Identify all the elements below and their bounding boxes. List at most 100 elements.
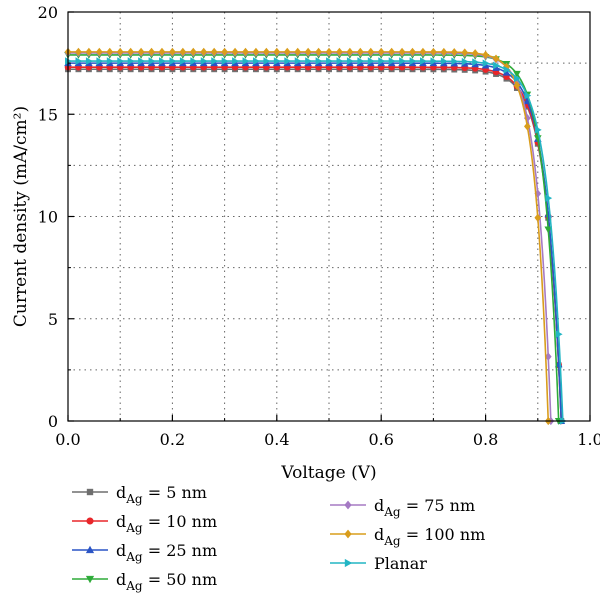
data-point	[555, 330, 563, 339]
data-point	[211, 57, 219, 65]
data-point	[75, 47, 82, 56]
y-tick-label: 20	[38, 3, 58, 22]
legend-label-rest: = 75 nm	[401, 496, 476, 515]
legend-label-sub: Ag	[125, 492, 143, 506]
data-point	[326, 57, 333, 65]
x-tick-label: 1.0	[577, 430, 600, 449]
series-line	[68, 62, 563, 422]
data-point	[158, 47, 166, 56]
data-point	[409, 57, 417, 65]
data-point	[85, 47, 93, 56]
y-tick-label: 10	[38, 208, 58, 227]
data-point	[378, 57, 386, 65]
data-point	[503, 65, 511, 74]
data-point	[461, 57, 469, 66]
series-5	[64, 47, 552, 426]
data-point	[221, 57, 229, 65]
legend-label: dAg = 5 nm	[116, 483, 207, 506]
data-point	[86, 517, 94, 525]
data-point	[524, 91, 532, 100]
x-tick-label: 0.2	[160, 430, 185, 449]
data-point	[315, 47, 322, 56]
data-point	[106, 47, 114, 56]
data-point	[367, 57, 375, 65]
data-point	[534, 213, 542, 222]
data-point	[513, 74, 521, 83]
legend-label: dAg = 25 nm	[116, 541, 217, 564]
legend-label-sub: Ag	[125, 579, 143, 593]
data-point	[545, 194, 553, 202]
data-point	[252, 47, 260, 56]
data-point	[420, 57, 427, 65]
y-tick-label: 0	[48, 412, 58, 431]
data-point	[377, 47, 385, 56]
data-point	[138, 57, 145, 65]
data-point	[252, 57, 260, 65]
axis-ticks: 0.0 0.2 0.4 0.6 0.8 1.0 0 5 10 15 20	[38, 3, 600, 449]
data-point	[304, 47, 312, 56]
legend-label: dAg = 50 nm	[116, 570, 217, 593]
data-point	[440, 57, 448, 66]
legend-label-main: d	[374, 525, 384, 544]
data-point	[482, 59, 490, 68]
data-point	[344, 558, 353, 568]
data-point	[471, 49, 479, 58]
data-point	[263, 47, 270, 56]
data-point	[190, 57, 198, 65]
data-point	[85, 57, 93, 65]
legend-item: dAg = 10 nm	[72, 512, 217, 535]
data-point	[315, 57, 323, 65]
legend-label-sub: Ag	[383, 505, 401, 519]
data-point	[179, 47, 187, 56]
legend-item: dAg = 100 nm	[330, 525, 485, 548]
data-point	[482, 50, 489, 60]
data-point	[210, 47, 218, 56]
data-point	[451, 57, 459, 66]
data-point	[127, 47, 134, 56]
data-point	[116, 47, 124, 56]
legend-label-sub: Ag	[125, 550, 143, 564]
data-point	[388, 47, 395, 56]
data-point	[284, 57, 292, 65]
data-point	[534, 126, 542, 134]
data-point	[106, 57, 114, 65]
legend-label-rest: = 5 nm	[143, 483, 207, 502]
data-point	[242, 47, 249, 56]
legend-label: dAg = 75 nm	[374, 496, 475, 519]
y-axis-label: Current density (mA/cm²)	[11, 106, 31, 327]
legend-label-main: d	[116, 541, 126, 560]
x-tick-label: 0.4	[264, 430, 289, 449]
y-tick-label: 15	[38, 105, 58, 124]
data-point	[127, 57, 135, 65]
data-point	[336, 57, 344, 65]
data-point	[344, 529, 352, 539]
data-point	[524, 122, 531, 131]
data-point	[461, 48, 469, 57]
data-point	[544, 226, 553, 234]
data-point	[388, 57, 396, 65]
x-tick-label: 0.6	[368, 430, 393, 449]
data-point	[221, 47, 228, 56]
legend-label: dAg = 10 nm	[116, 512, 217, 535]
data-point	[398, 47, 406, 56]
data-point	[513, 70, 521, 78]
data-point	[200, 47, 208, 56]
y-tick-label: 5	[48, 310, 58, 329]
data-point	[232, 57, 239, 65]
data-point	[137, 47, 145, 56]
data-point	[325, 47, 333, 56]
data-point	[294, 47, 302, 56]
series-line	[68, 54, 560, 422]
legend-label-rest: = 50 nm	[143, 570, 218, 589]
series-line	[68, 51, 550, 422]
legend-label-rest: = 10 nm	[143, 512, 218, 531]
series-3	[64, 52, 563, 425]
data-point	[148, 47, 155, 56]
legend-label-sub: Ag	[383, 534, 401, 548]
data-point	[283, 47, 291, 56]
data-point	[231, 47, 239, 56]
data-point	[189, 47, 197, 56]
series-6	[65, 57, 567, 425]
data-point	[75, 57, 83, 65]
data-point	[305, 57, 313, 65]
